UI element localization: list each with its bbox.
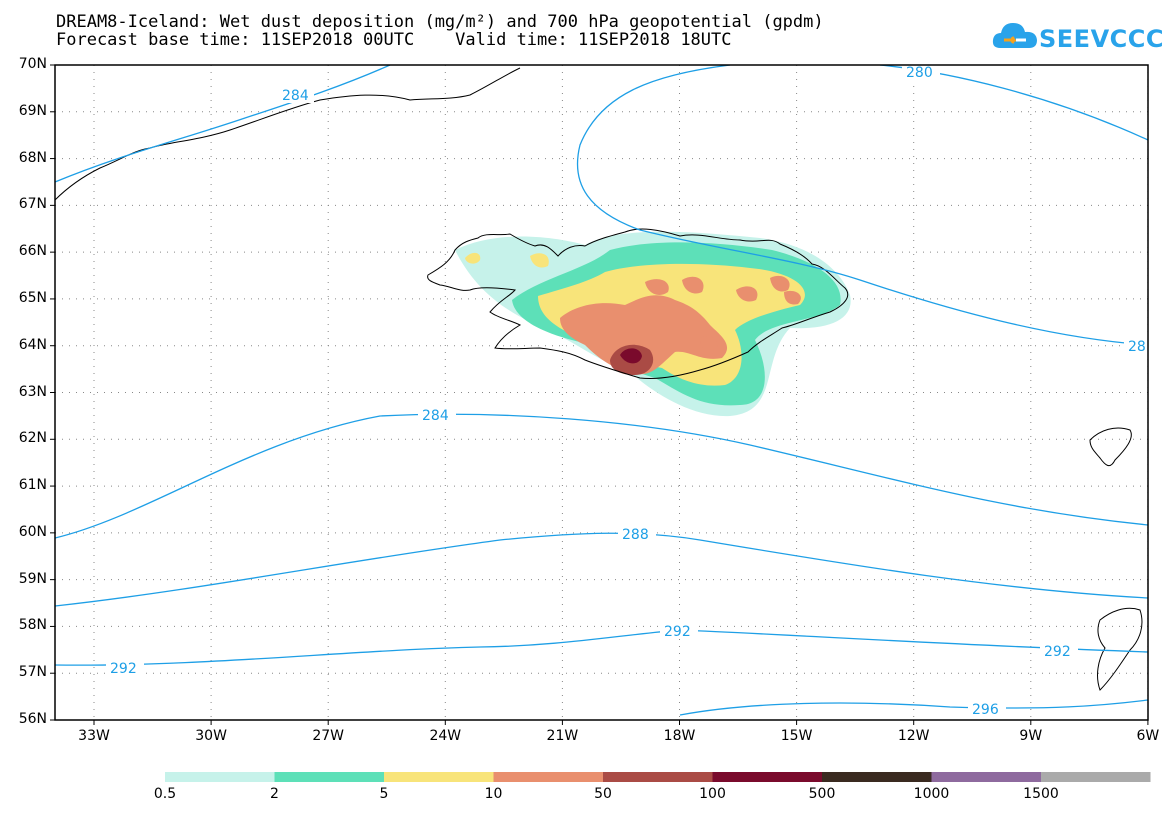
colorbar-label: 1000	[913, 786, 950, 802]
lon-tick-label: 27W	[312, 728, 345, 744]
colorbar-swatch	[931, 772, 1041, 782]
contour-label: 280	[906, 65, 933, 81]
lon-tick-label: 21W	[546, 728, 579, 744]
lat-tick-label: 64N	[18, 336, 47, 353]
lon-tick-label: 15W	[780, 728, 813, 744]
colorbar-swatch	[822, 772, 932, 782]
contour-label: 292	[110, 661, 137, 677]
lat-tick-label: 70N	[18, 56, 47, 72]
lon-tick-label: 6W	[1136, 728, 1160, 744]
colorbar-label: 100	[699, 786, 726, 802]
colorbar-swatch	[493, 772, 603, 782]
lon-tick-label: 18W	[663, 728, 696, 744]
colorbar-label: 50	[594, 786, 612, 802]
colorbar-swatch	[274, 772, 384, 782]
contour-label: 284	[422, 408, 449, 424]
contour-label: 288	[622, 527, 649, 543]
colorbar-label: 2	[270, 786, 279, 802]
colorbar-swatch	[1041, 772, 1151, 782]
contour-labels: 284 280 28 284 288 292 292 292 296	[106, 62, 1148, 718]
seevccc-logo: SEEVCCC	[992, 18, 1164, 58]
cloud-icon	[992, 23, 1037, 48]
lon-tick-label: 9W	[1019, 728, 1043, 744]
chart-subtitle: Forecast base time: 11SEP2018 00UTC Vali…	[56, 30, 732, 50]
lat-tick-label: 58N	[18, 617, 47, 634]
lat-tick-label: 60N	[18, 523, 47, 540]
lat-tick-label: 68N	[18, 149, 47, 166]
lat-tick-label: 63N	[18, 383, 47, 400]
contour-label: 296	[972, 702, 999, 718]
dust-deposition-field	[455, 231, 851, 417]
colorbar-swatch	[712, 772, 822, 782]
colorbar-label: 10	[484, 786, 503, 802]
contour-label: 292	[1044, 644, 1071, 660]
contour-label: 292	[664, 624, 691, 640]
lat-tick-label: 56N	[18, 711, 47, 727]
lon-tick-label: 24W	[429, 728, 462, 744]
geopotential-contours	[55, 65, 1148, 716]
map-grid	[55, 65, 1149, 720]
lat-tick-label: 67N	[18, 196, 47, 213]
lat-tick-label: 62N	[18, 430, 47, 447]
lat-tick-label: 69N	[18, 102, 47, 119]
contour-label: 284	[282, 88, 309, 104]
coastlines	[54, 67, 1143, 691]
contour-label: 28	[1128, 339, 1146, 355]
lon-tick-label: 33W	[78, 728, 110, 744]
axis-ticks	[50, 64, 1149, 725]
colorbar-label: 5	[379, 786, 389, 802]
logo-text: SEEVCCC	[1039, 25, 1164, 53]
lat-tick-label: 57N	[18, 664, 47, 681]
lat-tick-label: 65N	[18, 289, 47, 306]
lon-tick-label: 30W	[195, 728, 227, 744]
colorbar-swatch	[165, 772, 275, 782]
lat-tick-label: 61N	[18, 477, 47, 494]
colorbar	[165, 772, 1151, 782]
colorbar-label: 500	[808, 786, 836, 802]
colorbar-swatch	[603, 772, 713, 782]
lon-tick-label: 12W	[897, 728, 930, 744]
chart-title: DREAM8-Iceland: Wet dust deposition (mg/…	[56, 12, 824, 32]
colorbar-label: 0.5	[153, 786, 177, 802]
lat-tick-label: 59N	[18, 570, 47, 587]
lat-tick-label: 66N	[18, 243, 47, 260]
colorbar-swatch	[384, 772, 494, 782]
colorbar-label: 1500	[1023, 786, 1059, 802]
